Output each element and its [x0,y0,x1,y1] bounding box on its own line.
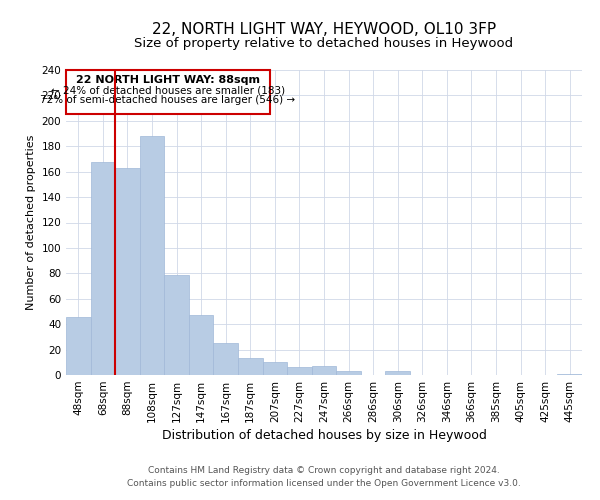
Text: Size of property relative to detached houses in Heywood: Size of property relative to detached ho… [134,38,514,51]
Y-axis label: Number of detached properties: Number of detached properties [26,135,36,310]
Bar [164,274,189,375]
Bar [66,316,91,375]
Bar [91,162,115,375]
X-axis label: Distribution of detached houses by size in Heywood: Distribution of detached houses by size … [161,429,487,442]
FancyBboxPatch shape [66,70,270,114]
Bar [385,371,410,375]
Bar [287,368,312,375]
Bar [115,168,140,375]
Bar [238,358,263,375]
Bar [336,371,361,375]
Text: 22, NORTH LIGHT WAY, HEYWOOD, OL10 3FP: 22, NORTH LIGHT WAY, HEYWOOD, OL10 3FP [152,22,496,38]
Bar [263,362,287,375]
Text: ← 24% of detached houses are smaller (183): ← 24% of detached houses are smaller (18… [51,85,285,95]
Bar [214,343,238,375]
Bar [312,366,336,375]
Text: Contains HM Land Registry data © Crown copyright and database right 2024.
Contai: Contains HM Land Registry data © Crown c… [127,466,521,487]
Bar [189,316,214,375]
Text: 22 NORTH LIGHT WAY: 88sqm: 22 NORTH LIGHT WAY: 88sqm [76,75,260,85]
Bar [557,374,582,375]
Bar [140,136,164,375]
Text: 72% of semi-detached houses are larger (546) →: 72% of semi-detached houses are larger (… [40,96,296,106]
